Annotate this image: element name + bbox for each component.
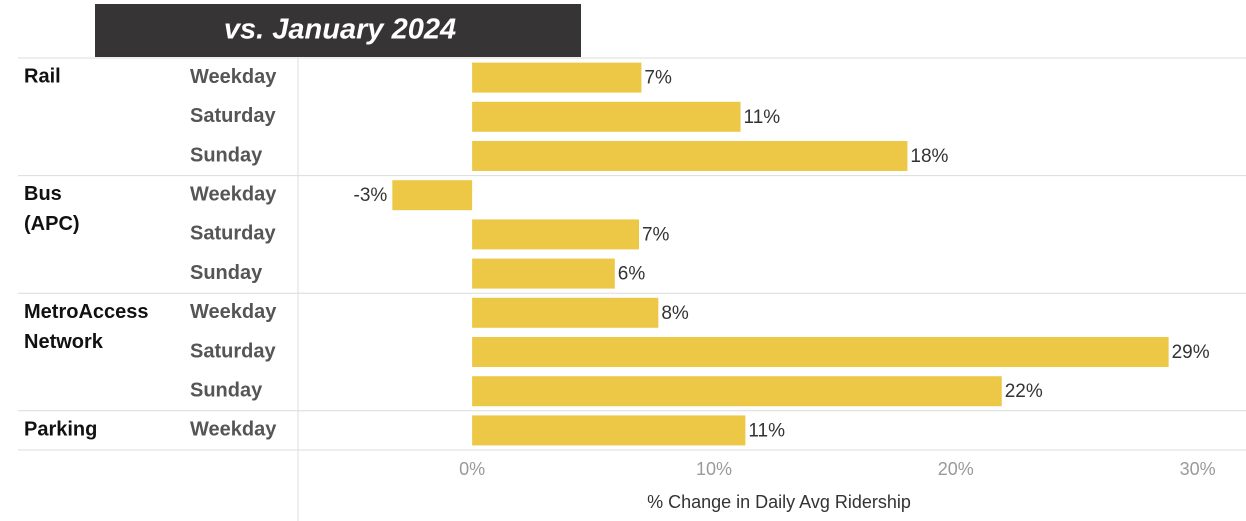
group-label: Bus (APC) [24,183,80,235]
group-label-line: Parking [24,419,97,441]
title-box [95,4,581,57]
group-label-line: (APC) [24,213,80,235]
bar [392,180,473,211]
category-label: Sunday [190,144,263,166]
bar [472,62,642,93]
bar [472,101,741,132]
category-label: Weekday [190,66,277,88]
category-label: Saturday [190,105,276,127]
value-label: 11% [748,420,785,441]
x-tick-label: 30% [1180,459,1216,479]
value-label: 29% [1172,342,1210,363]
group-label: MetroAccess Network [24,301,149,353]
category-label: Sunday [190,379,263,401]
value-label: -3% [354,185,388,206]
value-label: 11% [744,107,781,128]
group-label: Parking [24,419,97,441]
group-label-line: Network [24,331,104,353]
bar [472,258,615,289]
value-label: 7% [642,224,670,245]
bar [472,337,1169,367]
group-label: Rail [24,66,61,88]
category-label: Sunday [190,262,263,284]
group-label-line: Bus [24,183,62,205]
category-label: Weekday [190,301,277,323]
bar [472,376,1002,407]
x-tick-label: 0% [459,459,485,479]
value-label: 18% [910,146,948,167]
x-tick-label: 20% [938,459,974,479]
x-axis-label: % Change in Daily Avg Ridership [647,492,911,512]
category-label: Saturday [190,223,276,245]
bar [472,415,746,446]
value-label: 22% [1005,381,1043,402]
value-label: 8% [661,303,689,324]
chart-title: vs. January 2024 [224,14,456,46]
group-label-line: MetroAccess [24,301,149,323]
value-label: 7% [644,68,672,89]
x-tick-label: 10% [696,459,732,479]
category-label: Saturday [190,340,276,362]
value-label: 6% [618,264,646,285]
bar [472,141,908,171]
group-label-line: Rail [24,66,61,88]
category-label: Weekday [190,183,277,205]
bar [472,219,639,250]
category-label: Weekday [190,419,277,441]
bar [472,297,659,328]
